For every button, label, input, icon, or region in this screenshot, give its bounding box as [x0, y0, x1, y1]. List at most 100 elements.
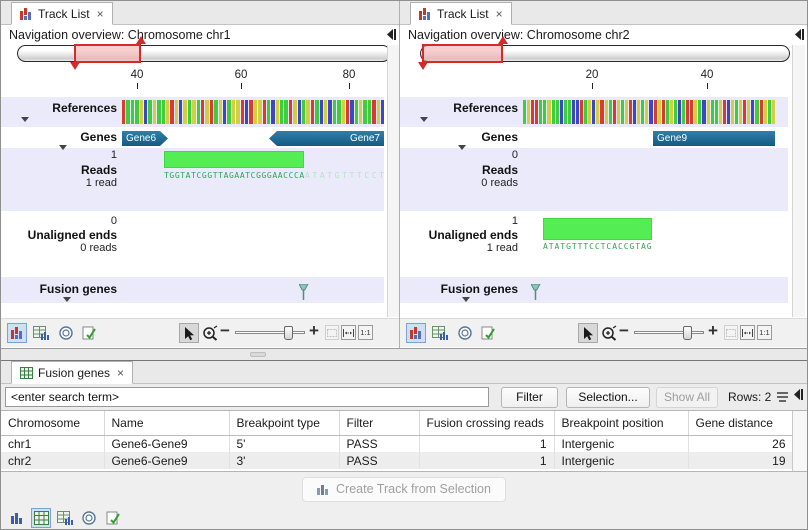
references-sequence-bars: [122, 100, 385, 124]
zoom-out-icon[interactable]: −: [220, 321, 230, 340]
zoom-in-tool-icon[interactable]: [599, 323, 619, 343]
table-cell[interactable]: 19: [688, 452, 794, 469]
table-cell[interactable]: chr1: [1, 435, 105, 452]
zoom-in-icon[interactable]: +: [708, 321, 718, 340]
track-count-label: 0 reads: [80, 242, 117, 254]
table-cell[interactable]: Intergenic: [554, 435, 689, 452]
table-cell[interactable]: PASS: [339, 435, 420, 452]
table-cell[interactable]: chr2: [1, 452, 105, 469]
pointer-tool-icon[interactable]: [179, 323, 199, 343]
collapse-side-panel-icon[interactable]: [386, 28, 397, 41]
selection-right-arrow[interactable]: [498, 36, 508, 44]
search-input[interactable]: [5, 387, 489, 407]
reference-base-bar: [718, 100, 722, 124]
close-icon[interactable]: ×: [495, 6, 503, 21]
column-header-name[interactable]: Name: [104, 411, 230, 436]
read-bar[interactable]: [164, 151, 304, 168]
read-bar[interactable]: [543, 218, 652, 240]
filter-button[interactable]: Filter: [501, 386, 558, 408]
reference-base-bar: [751, 100, 755, 124]
reference-base-bar: [130, 100, 135, 124]
collapse-side-panel-icon[interactable]: [793, 388, 804, 401]
selection-right-arrow[interactable]: [136, 36, 146, 44]
table-cell[interactable]: Gene6-Gene9: [104, 452, 230, 469]
track-scrollbar[interactable]: [387, 45, 399, 317]
table-cell[interactable]: 5': [229, 435, 340, 452]
track-view-icon[interactable]: [406, 323, 426, 343]
track-scrollbar[interactable]: [792, 45, 805, 317]
track-options-dropdown-icon[interactable]: [420, 117, 428, 122]
column-header-fusion-crossing-reads[interactable]: Fusion crossing reads: [419, 411, 555, 436]
reference-base-bar: [319, 100, 323, 124]
table-filter-icon[interactable]: [776, 391, 789, 403]
table-row[interactable]: chr2 Gene6-Gene9 3' PASS 1 Intergenic 19: [1, 452, 794, 469]
gene-annotation[interactable]: Gene9: [653, 131, 775, 146]
track-options-dropdown-icon[interactable]: [63, 297, 71, 302]
chromosome-overview-bar[interactable]: [420, 45, 790, 62]
tab-fusion-genes[interactable]: Fusion genes ×: [11, 361, 134, 384]
gene-annotation[interactable]: Gene6: [122, 131, 168, 146]
close-icon[interactable]: ×: [96, 6, 104, 21]
column-header-filter[interactable]: Filter: [339, 411, 420, 436]
table-row[interactable]: chr1 Gene6-Gene9 5' PASS 1 Intergenic 26: [1, 435, 794, 452]
pointer-tool-icon[interactable]: [578, 323, 598, 343]
overview-selection-region[interactable]: [422, 44, 503, 63]
fit-width-icon[interactable]: [341, 325, 356, 340]
track-options-dropdown-icon[interactable]: [458, 145, 466, 150]
column-header-chromosome[interactable]: Chromosome: [1, 411, 105, 436]
table-view-icon[interactable]: [430, 323, 450, 343]
column-header-gene-distance[interactable]: Gene distance: [688, 411, 794, 436]
zoom-in-icon[interactable]: +: [309, 321, 319, 340]
fit-width-icon[interactable]: [740, 325, 755, 340]
history-icon[interactable]: [455, 323, 475, 343]
element-info-icon[interactable]: [79, 323, 99, 343]
table-cell[interactable]: Gene6-Gene9: [104, 435, 230, 452]
track-view[interactable]: Navigation overview: Chromosome chr1 40 6…: [1, 25, 399, 347]
track-options-dropdown-icon[interactable]: [59, 145, 67, 150]
track-options-dropdown-icon[interactable]: [462, 297, 470, 302]
graph-view-icon[interactable]: [7, 508, 27, 528]
overview-selection-region[interactable]: [74, 44, 141, 63]
one-to-one-zoom-icon[interactable]: 1:1: [757, 325, 772, 340]
table-view-icon[interactable]: [31, 323, 51, 343]
collapse-side-panel-icon[interactable]: [794, 28, 805, 41]
track-options-dropdown-icon[interactable]: [21, 117, 29, 122]
table-cell[interactable]: 3': [229, 452, 340, 469]
track-view[interactable]: Navigation overview: Chromosome chr2 20 4…: [400, 25, 807, 347]
column-header-breakpoint-position[interactable]: Breakpoint position: [554, 411, 689, 436]
zoom-slider-handle[interactable]: [284, 326, 293, 340]
tab-track-list[interactable]: Track List ×: [11, 2, 113, 25]
gene-annotation[interactable]: Gene7: [269, 131, 384, 146]
zoom-slider[interactable]: [235, 326, 305, 340]
fusion-genes-table[interactable]: Chromosome Name Breakpoint type Filter Fusio…: [1, 411, 794, 469]
selection-left-arrow[interactable]: [418, 62, 428, 70]
table-chart-view-icon[interactable]: [55, 508, 75, 528]
history-icon[interactable]: [79, 508, 99, 528]
zoom-out-icon[interactable]: −: [619, 321, 629, 340]
table-cell[interactable]: PASS: [339, 452, 420, 469]
table-cell[interactable]: 1: [419, 435, 555, 452]
table-cell[interactable]: 1: [419, 452, 555, 469]
column-header-breakpoint-type[interactable]: Breakpoint type: [229, 411, 340, 436]
table-scrollbar[interactable]: [792, 411, 807, 471]
fusion-breakpoint-flag-icon[interactable]: [531, 284, 541, 301]
zoom-slider-handle[interactable]: [683, 326, 692, 340]
fusion-breakpoint-flag-icon[interactable]: [299, 284, 309, 301]
element-info-icon[interactable]: [478, 323, 498, 343]
table-cell[interactable]: 26: [688, 435, 794, 452]
track-view-icon[interactable]: [7, 323, 27, 343]
panel-splitter[interactable]: [1, 349, 807, 361]
zoom-in-tool-icon[interactable]: [200, 323, 220, 343]
selection-button[interactable]: Selection...: [566, 386, 650, 408]
zoom-slider[interactable]: [634, 326, 704, 340]
splitter-handle[interactable]: [250, 352, 266, 357]
table-cell[interactable]: Intergenic: [554, 452, 689, 469]
tab-track-list[interactable]: Track List ×: [410, 2, 512, 25]
table-view-icon[interactable]: [31, 507, 51, 528]
element-info-icon[interactable]: [103, 508, 123, 528]
table-header-row[interactable]: Chromosome Name Breakpoint type Filter Fusio…: [1, 411, 794, 436]
selection-left-arrow[interactable]: [70, 62, 80, 70]
close-icon[interactable]: ×: [117, 365, 125, 380]
history-icon[interactable]: [56, 323, 76, 343]
one-to-one-zoom-icon[interactable]: 1:1: [358, 325, 373, 340]
